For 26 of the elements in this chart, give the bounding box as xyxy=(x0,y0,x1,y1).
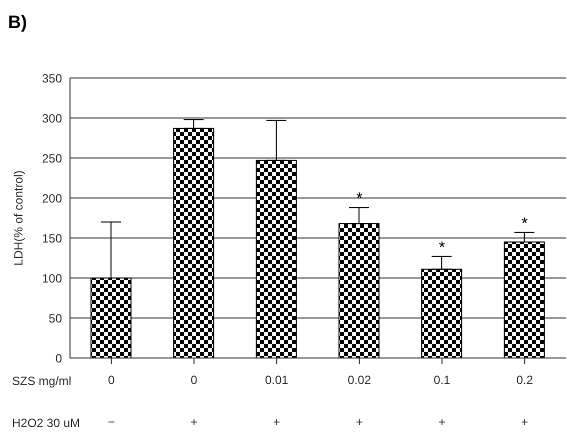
x-tick-label: 0 xyxy=(108,373,115,387)
text: + xyxy=(273,415,280,429)
x-tick-label: 0.1 xyxy=(434,373,451,387)
y-tick-label: 100 xyxy=(42,271,62,286)
annotation: * xyxy=(522,215,528,232)
y-tick-label: 350 xyxy=(42,71,62,86)
text: H2O2 30 uM xyxy=(12,416,80,430)
x-tick-label: 0.01 xyxy=(264,373,289,387)
y-tick-label: 200 xyxy=(42,191,62,206)
y-axis-title: LDH(% of control) xyxy=(11,170,26,266)
y-tick-label: 50 xyxy=(48,311,62,326)
y-tick-label: 150 xyxy=(42,231,62,246)
text: + xyxy=(356,415,363,429)
text: − xyxy=(108,415,115,429)
x-tick-label: 0 xyxy=(190,373,198,387)
text: + xyxy=(190,415,198,429)
y-tick-label: 250 xyxy=(42,151,62,166)
y-tick-label: 300 xyxy=(42,111,62,126)
x-tick-label: 0.2 xyxy=(516,373,534,387)
x-axis-title: SZS mg/ml xyxy=(12,374,72,388)
text: + xyxy=(521,415,528,429)
x-tick-label: 0.02 xyxy=(348,373,372,387)
y-tick-label: 0 xyxy=(55,351,62,366)
chart-title: B) xyxy=(8,12,27,33)
text: + xyxy=(438,415,446,429)
annotation: * xyxy=(438,239,446,256)
